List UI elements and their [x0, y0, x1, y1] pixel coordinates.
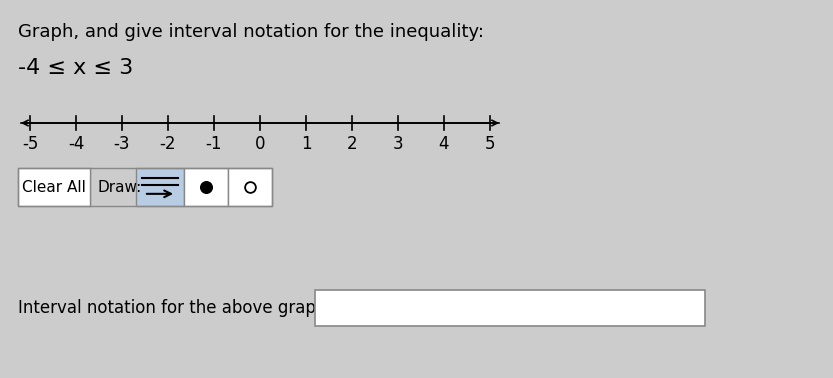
Text: -4 ≤ x ≤ 3: -4 ≤ x ≤ 3	[18, 58, 133, 78]
FancyBboxPatch shape	[184, 168, 228, 206]
Text: Interval notation for the above graph is:: Interval notation for the above graph is…	[18, 299, 351, 317]
Point	[243, 184, 257, 190]
Text: -4: -4	[67, 135, 84, 153]
Point	[199, 184, 212, 190]
Text: 4: 4	[439, 135, 449, 153]
FancyBboxPatch shape	[136, 168, 184, 206]
Text: 5: 5	[485, 135, 496, 153]
Text: Draw:: Draw:	[98, 180, 142, 195]
FancyBboxPatch shape	[315, 290, 705, 326]
Text: 2: 2	[347, 135, 357, 153]
Text: -1: -1	[206, 135, 222, 153]
Text: 1: 1	[301, 135, 312, 153]
Text: 0: 0	[255, 135, 265, 153]
FancyBboxPatch shape	[18, 168, 90, 206]
FancyBboxPatch shape	[228, 168, 272, 206]
Text: Graph, and give interval notation for the inequality:: Graph, and give interval notation for th…	[18, 23, 484, 41]
Text: -3: -3	[114, 135, 130, 153]
Text: 3: 3	[392, 135, 403, 153]
Text: -2: -2	[160, 135, 177, 153]
Text: -5: -5	[22, 135, 38, 153]
Text: Clear All: Clear All	[22, 180, 86, 195]
